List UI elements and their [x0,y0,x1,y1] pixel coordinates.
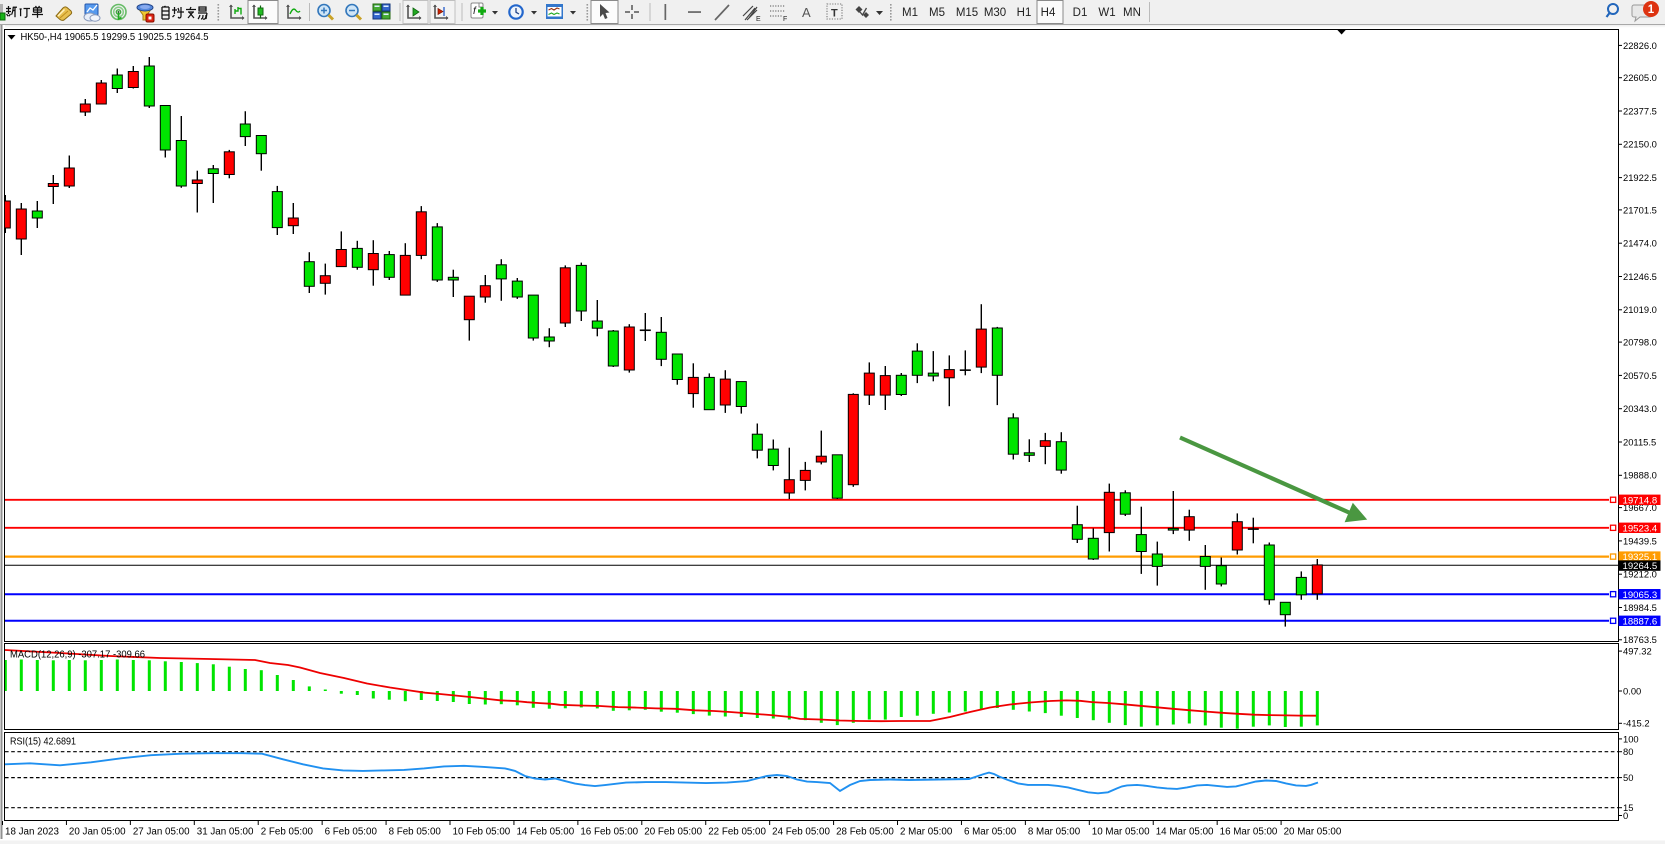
svg-text:31 Jan 05:00: 31 Jan 05:00 [197,827,254,838]
svg-text:20115.5: 20115.5 [1623,436,1656,447]
svg-text:M5: M5 [929,7,945,19]
svg-text:M15: M15 [956,7,978,19]
svg-text:f: f [473,6,477,17]
svg-text:T: T [831,8,838,20]
svg-text:20570.5: 20570.5 [1623,370,1657,381]
svg-text:M30: M30 [984,7,1006,19]
svg-text:21246.5: 21246.5 [1623,271,1657,282]
svg-text:8 Feb 05:00: 8 Feb 05:00 [389,827,442,838]
svg-text:27 Jan 05:00: 27 Jan 05:00 [133,827,190,838]
svg-text:19888.0: 19888.0 [1623,470,1657,481]
svg-text:2 Mar 05:00: 2 Mar 05:00 [900,827,953,838]
svg-text:A: A [802,5,811,20]
svg-text:19065.3: 19065.3 [1623,590,1658,601]
svg-text:20 Jan 05:00: 20 Jan 05:00 [69,827,126,838]
svg-text:22826.0: 22826.0 [1623,40,1657,51]
svg-text:19212.0: 19212.0 [1623,569,1657,580]
svg-text:14 Mar 05:00: 14 Mar 05:00 [1156,827,1214,838]
svg-text:19667.0: 19667.0 [1623,502,1657,513]
svg-text:6 Mar 05:00: 6 Mar 05:00 [964,827,1017,838]
svg-text:HK50-,H4 19065.5 19299.5 1902: HK50-,H4 19065.5 19299.5 19025.5 19264.5 [21,31,209,43]
svg-text:497.32: 497.32 [1623,646,1652,657]
svg-text:16 Feb 05:00: 16 Feb 05:00 [580,827,638,838]
svg-text:21474.0: 21474.0 [1623,238,1657,249]
svg-text:21922.5: 21922.5 [1623,172,1657,183]
svg-text:19439.5: 19439.5 [1623,535,1657,546]
svg-text:-415.2: -415.2 [1623,718,1650,729]
svg-text:100: 100 [1623,733,1639,744]
svg-text:24 Feb 05:00: 24 Feb 05:00 [772,827,830,838]
svg-text:H1: H1 [1017,7,1032,19]
svg-text:20 Feb 05:00: 20 Feb 05:00 [644,827,702,838]
svg-text:0: 0 [1623,810,1628,821]
svg-text:1: 1 [1648,4,1655,16]
svg-text:21019.0: 21019.0 [1623,304,1657,315]
svg-text:28 Feb 05:00: 28 Feb 05:00 [836,827,894,838]
svg-text:80: 80 [1623,746,1633,757]
svg-text:MACD(12,26,9) -307.17 -309.66: MACD(12,26,9) -307.17 -309.66 [10,650,145,661]
svg-text:18984.5: 18984.5 [1623,602,1657,613]
svg-text:20 Mar 05:00: 20 Mar 05:00 [1284,827,1342,838]
svg-text:19523.4: 19523.4 [1623,523,1658,534]
svg-text:21701.5: 21701.5 [1623,204,1657,215]
svg-text:6 Feb 05:00: 6 Feb 05:00 [325,827,378,838]
svg-text:8 Mar 05:00: 8 Mar 05:00 [1028,827,1081,838]
svg-text:14 Feb 05:00: 14 Feb 05:00 [516,827,574,838]
svg-text:22 Feb 05:00: 22 Feb 05:00 [708,827,766,838]
svg-text:18763.5: 18763.5 [1623,634,1657,645]
svg-text:19325.1: 19325.1 [1623,552,1658,563]
svg-text:W1: W1 [1098,7,1115,19]
svg-text:18 Jan 2023: 18 Jan 2023 [5,827,59,838]
svg-text:19264.5: 19264.5 [1623,561,1658,572]
svg-text:MN: MN [1123,7,1141,19]
svg-text:10 Feb 05:00: 10 Feb 05:00 [453,827,511,838]
svg-text:16 Mar 05:00: 16 Mar 05:00 [1220,827,1278,838]
svg-text:2 Feb 05:00: 2 Feb 05:00 [261,827,314,838]
svg-text:H4: H4 [1041,7,1056,19]
svg-text:22377.5: 22377.5 [1623,105,1657,116]
svg-text:18887.6: 18887.6 [1623,616,1658,627]
svg-text:RSI(15) 42.6891: RSI(15) 42.6891 [10,737,76,748]
svg-text:D1: D1 [1073,7,1088,19]
svg-text:10 Mar 05:00: 10 Mar 05:00 [1092,827,1150,838]
svg-text:0.00: 0.00 [1623,685,1641,696]
svg-text:50: 50 [1623,772,1633,783]
svg-text:19714.8: 19714.8 [1623,495,1658,506]
svg-text:E: E [756,16,761,23]
svg-text:20343.0: 20343.0 [1623,403,1657,414]
svg-text:22605.0: 22605.0 [1623,72,1657,83]
svg-text:F: F [783,16,787,23]
svg-text:15: 15 [1623,802,1633,813]
svg-text:M1: M1 [902,7,918,19]
svg-text:22150.0: 22150.0 [1623,139,1657,150]
svg-text:20798.0: 20798.0 [1623,337,1657,348]
